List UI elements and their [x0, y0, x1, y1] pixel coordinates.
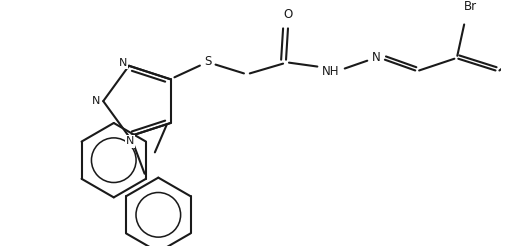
Text: O: O — [283, 8, 292, 21]
Text: NH: NH — [322, 65, 339, 78]
Text: N: N — [119, 58, 127, 68]
Text: N: N — [92, 96, 100, 106]
Text: S: S — [204, 55, 211, 68]
Text: N: N — [371, 51, 380, 64]
Text: N: N — [125, 137, 134, 146]
Text: Br: Br — [463, 0, 476, 13]
